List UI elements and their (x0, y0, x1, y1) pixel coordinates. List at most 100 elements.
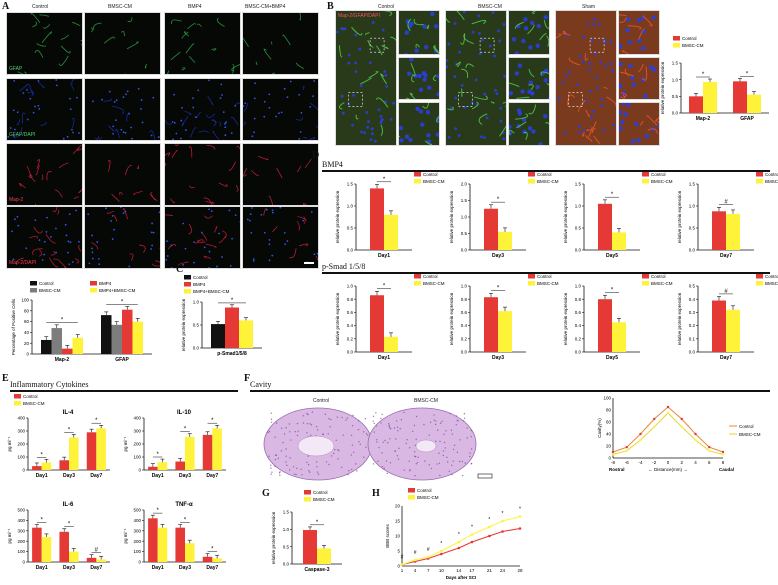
bar (239, 320, 253, 348)
legend-swatch (414, 274, 421, 279)
legend-label: Control (739, 424, 754, 429)
fiber (181, 116, 189, 127)
fiber (447, 106, 454, 111)
nucleus (170, 244, 173, 247)
nucleus (547, 97, 549, 99)
legend-label: Control (193, 275, 208, 280)
nucleus (347, 102, 351, 106)
nucleus (454, 127, 458, 131)
fiber (268, 195, 274, 205)
bar (41, 462, 52, 470)
legend-swatch (408, 495, 415, 500)
he-cell (469, 455, 471, 458)
nucleus (67, 240, 70, 243)
fiber (29, 84, 34, 93)
fiber (52, 207, 58, 213)
x-tick-label: Day1 (36, 473, 48, 479)
y-tick-label: 1.5 (461, 198, 468, 203)
nucleus (64, 223, 67, 226)
fiber (243, 120, 247, 126)
nucleus (341, 27, 345, 31)
he-cell (423, 424, 425, 426)
nucleus (302, 219, 305, 222)
nucleus (158, 211, 160, 214)
x-tick-label: Map-2 (55, 357, 70, 363)
nucleus (231, 237, 233, 240)
fiber (198, 130, 209, 134)
y-tick-label: 0.0 (347, 248, 354, 253)
tissue-tile (445, 10, 507, 146)
nucleus (157, 136, 160, 138)
y-axis-label: pg ml⁻¹ (123, 436, 128, 451)
y-tick-label: 0.4 (689, 297, 696, 302)
he-cell (372, 415, 375, 418)
legend-label: BMP4+BMSC-CM (193, 289, 230, 294)
data-point (400, 563, 404, 566)
fluorescence-tile: Map-2 (6, 143, 83, 206)
fiber (32, 21, 37, 28)
he-cell (310, 434, 312, 437)
legend-swatch (184, 282, 191, 287)
y-tick-label: 400 (17, 416, 25, 421)
he-cell (309, 423, 311, 425)
he-cell (337, 449, 339, 451)
bar (598, 299, 612, 352)
y-tick-label: 0.0 (461, 350, 468, 355)
zoom-tile (398, 10, 440, 55)
fiber (75, 258, 80, 264)
nucleus (122, 212, 125, 215)
x-tick-label: -6 (625, 460, 629, 465)
nucleus (483, 136, 486, 140)
fiber (113, 214, 118, 222)
he-cell (285, 455, 287, 457)
nucleus (11, 230, 13, 233)
nucleus (594, 52, 598, 55)
nucleus (640, 46, 646, 51)
nucleus (302, 268, 304, 269)
he-cell (270, 418, 273, 420)
sig-mark: # (724, 200, 728, 206)
fiber (368, 71, 379, 79)
y-tick-label: 0.5 (347, 226, 354, 231)
data-point (426, 555, 430, 559)
he-cell (382, 441, 384, 444)
fiber (195, 239, 204, 244)
he-cell (289, 457, 291, 459)
y-tick-label: 0 (22, 560, 25, 565)
fiber (251, 170, 259, 177)
bar (157, 462, 168, 470)
nucleus (514, 71, 520, 76)
fiber (71, 79, 76, 85)
fiber (129, 253, 134, 261)
legend-swatch (304, 497, 311, 502)
legend-label: BMSC-CM (423, 281, 445, 286)
nucleus (502, 23, 506, 26)
nucleus (399, 138, 404, 143)
fiber (119, 191, 124, 196)
sig-mark: * (184, 517, 187, 523)
data-point (470, 533, 474, 536)
nucleus (268, 243, 271, 246)
nucleus (26, 118, 29, 121)
x-tick-label: 17 (469, 568, 475, 573)
bar (51, 328, 62, 354)
fiber (298, 243, 309, 247)
fluorescence-tile (84, 12, 161, 75)
nucleus (354, 61, 358, 65)
nucleus (565, 34, 568, 38)
y-tick-label: 40 (24, 330, 30, 335)
sig-mark: # (427, 547, 430, 553)
y-tick-label: 0.8 (347, 297, 354, 302)
he-cell (335, 439, 337, 441)
fiber (540, 71, 549, 76)
sig-mark: # (724, 289, 728, 295)
he-cell (357, 420, 360, 422)
legend-swatch (528, 281, 535, 286)
fiber (381, 45, 389, 50)
nucleus (383, 70, 387, 73)
fiber (409, 92, 416, 99)
nucleus (309, 105, 312, 108)
y-tick-label: 0.5 (689, 226, 696, 231)
nucleus (625, 27, 630, 33)
nucleus (313, 80, 316, 82)
